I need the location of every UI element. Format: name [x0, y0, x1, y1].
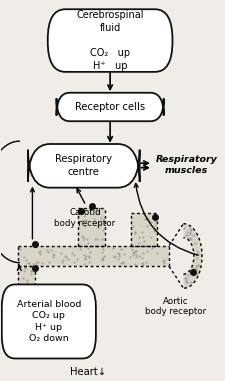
Polygon shape: [78, 208, 105, 245]
Text: Aortic
body receptor: Aortic body receptor: [145, 296, 206, 316]
Text: Respiratory
muscles: Respiratory muscles: [156, 155, 218, 175]
FancyBboxPatch shape: [48, 9, 173, 72]
Polygon shape: [183, 224, 202, 288]
Polygon shape: [131, 213, 157, 245]
FancyBboxPatch shape: [28, 144, 140, 188]
Text: Heart↓: Heart↓: [70, 367, 106, 377]
Text: Receptor cells: Receptor cells: [75, 102, 145, 112]
Text: Arterial blood
CO₂ up
H⁺ up
O₂ down: Arterial blood CO₂ up H⁺ up O₂ down: [17, 300, 81, 343]
Polygon shape: [18, 245, 169, 266]
Polygon shape: [18, 266, 35, 291]
Text: Cerebrospinal
fluid

CO₂   up
H⁺   up: Cerebrospinal fluid CO₂ up H⁺ up: [76, 10, 144, 71]
FancyBboxPatch shape: [56, 93, 164, 121]
Text: Respiratory
centre: Respiratory centre: [55, 154, 112, 177]
FancyBboxPatch shape: [2, 285, 96, 359]
Text: Carotid
body receptor: Carotid body receptor: [54, 208, 116, 227]
